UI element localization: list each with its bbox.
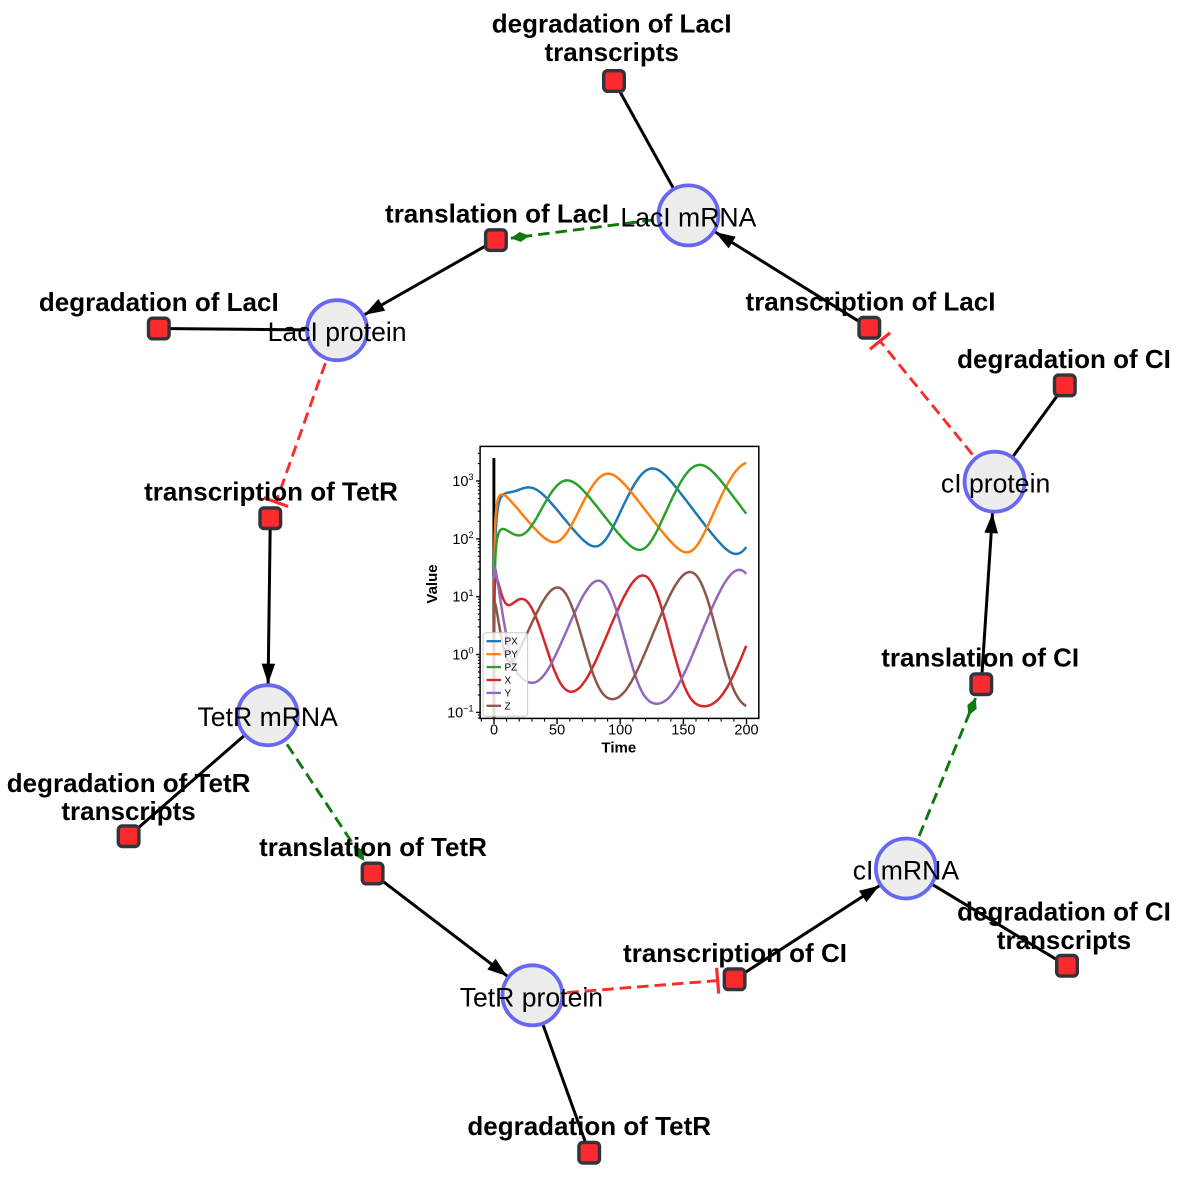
svg-text:Time: Time [601,740,636,757]
svg-text:150: 150 [671,723,695,739]
svg-text:transcription of CI: transcription of CI [623,938,847,968]
svg-text:200: 200 [734,723,758,739]
svg-text:PZ: PZ [505,663,518,674]
svg-text:degradation of LacI: degradation of LacI [39,287,279,317]
svg-text:TetR mRNA: TetR mRNA [198,702,339,732]
svg-text:translation of TetR: translation of TetR [259,832,487,862]
svg-text:transcription of TetR: transcription of TetR [144,477,398,507]
svg-text:transcripts: transcripts [997,925,1131,955]
svg-text:degradation of LacI: degradation of LacI [492,9,732,39]
svg-text:PX: PX [505,637,519,648]
svg-text:102: 102 [452,530,473,548]
svg-text:100: 100 [608,723,632,739]
svg-text:10−1: 10−1 [447,704,473,722]
svg-text:TetR protein: TetR protein [460,982,603,1012]
svg-text:Value: Value [424,564,441,603]
svg-text:degradation of CI: degradation of CI [957,896,1171,926]
svg-text:translation of LacI: translation of LacI [385,199,609,229]
svg-text:101: 101 [452,588,473,606]
svg-text:50: 50 [549,723,565,739]
svg-text:transcripts: transcripts [61,796,195,826]
svg-text:0: 0 [490,723,498,739]
svg-text:degradation of CI: degradation of CI [957,344,1171,374]
svg-text:Z: Z [505,701,511,712]
svg-text:LacI protein: LacI protein [268,317,407,347]
svg-text:transcription of LacI: transcription of LacI [746,286,996,316]
svg-text:PY: PY [505,650,519,661]
svg-text:degradation of TetR: degradation of TetR [467,1111,711,1141]
svg-text:Y: Y [505,688,512,699]
svg-text:transcripts: transcripts [545,37,679,67]
svg-text:100: 100 [452,646,473,664]
svg-text:LacI mRNA: LacI mRNA [620,202,756,232]
svg-text:cI mRNA: cI mRNA [853,856,960,886]
svg-text:translation of CI: translation of CI [881,643,1079,673]
svg-text:103: 103 [452,472,473,490]
svg-text:cI protein: cI protein [941,469,1050,499]
svg-text:degradation of TetR: degradation of TetR [7,768,251,798]
svg-text:X: X [505,676,512,687]
